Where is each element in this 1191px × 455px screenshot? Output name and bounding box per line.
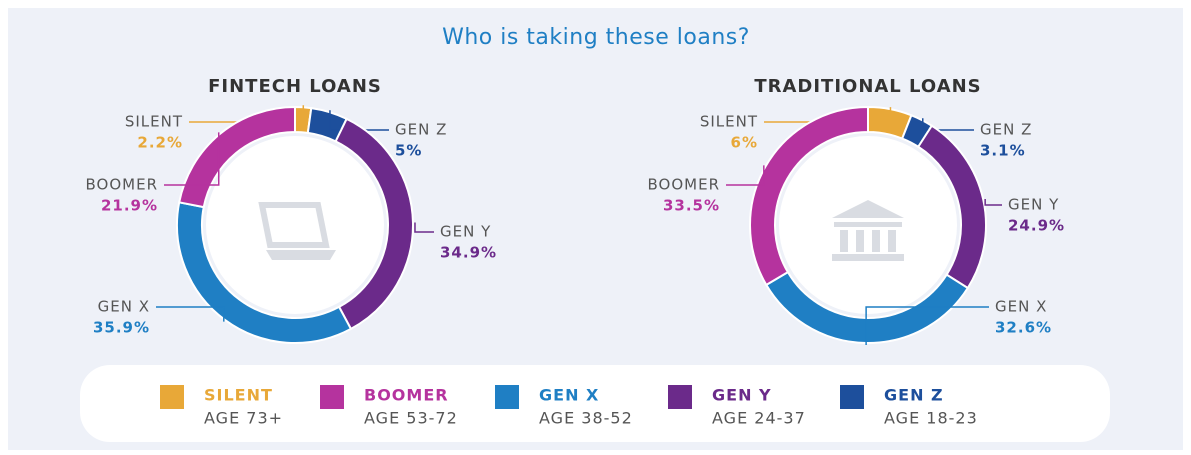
leader-line (189, 105, 305, 123)
legend-box (80, 365, 1110, 442)
segment-label: GEN Z (980, 121, 1032, 139)
donut-center (206, 136, 384, 314)
leader-line (726, 165, 765, 186)
legend-name: BOOMER (364, 386, 449, 405)
legend-swatch (840, 385, 864, 409)
legend-swatch (160, 385, 184, 409)
chart-title: TRADITIONAL LOANS (754, 76, 981, 97)
legend-age: AGE 24-37 (712, 409, 806, 428)
segment-label: SILENT (125, 113, 183, 131)
legend-swatch (495, 385, 519, 409)
chart-title: FINTECH LOANS (208, 76, 382, 97)
legend-age: AGE 18-23 (884, 409, 978, 428)
segment-value: 32.6% (995, 319, 1052, 337)
segment-label: GEN X (98, 298, 150, 316)
laptop-icon (258, 202, 336, 260)
title: Who is taking these loans? (442, 25, 750, 50)
legend-name: GEN Z (884, 386, 944, 405)
segment-value: 2.2% (137, 134, 183, 152)
legend-swatch (320, 385, 344, 409)
leader-line (764, 107, 892, 123)
leader-line (414, 222, 434, 233)
segment-value: 5% (395, 142, 422, 160)
legend-name: GEN Y (712, 386, 772, 405)
segment-value: 33.5% (663, 197, 720, 215)
legend-age: AGE 38-52 (539, 409, 633, 428)
legend-age: AGE 53-72 (364, 409, 458, 428)
leader-line (984, 199, 1002, 206)
donut-segment (749, 105, 869, 287)
segment-label: GEN Y (1008, 196, 1059, 214)
segment-value: 3.1% (980, 142, 1026, 160)
segment-value: 6% (731, 134, 758, 152)
segment-value: 21.9% (101, 197, 158, 215)
legend-name: SILENT (204, 386, 273, 405)
legend-name: GEN X (539, 386, 599, 405)
legend-swatch (668, 385, 692, 409)
segment-label: GEN Y (440, 223, 491, 241)
segment-value: 24.9% (1008, 217, 1065, 235)
segment-label: SILENT (700, 113, 758, 131)
leader-line (164, 132, 220, 186)
legend-age: AGE 73+ (204, 409, 283, 428)
leader-line (865, 306, 989, 345)
leader-line (922, 118, 974, 131)
segment-label: BOOMER (648, 176, 720, 194)
segment-label: BOOMER (86, 176, 158, 194)
leader-line (156, 306, 225, 322)
leader-line (329, 110, 389, 131)
bank-icon (832, 200, 904, 261)
segment-value: 34.9% (440, 244, 497, 262)
segment-label: GEN Z (395, 121, 447, 139)
segment-label: GEN X (995, 298, 1047, 316)
segment-value: 35.9% (93, 319, 150, 337)
